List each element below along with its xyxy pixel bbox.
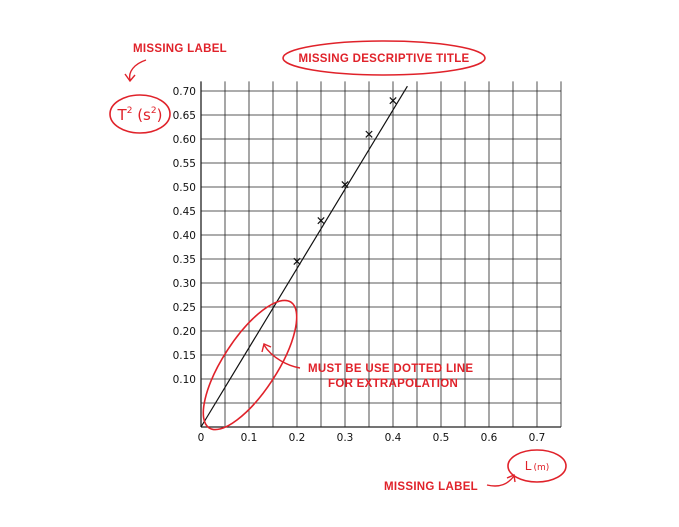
y-tick-label: 0.35 xyxy=(173,254,196,266)
y-tick-label: 0.20 xyxy=(173,326,196,338)
data-point-stroke xyxy=(365,130,373,138)
x-label-arrow-head xyxy=(506,473,516,483)
missing-title-note: MISSING DESCRIPTIVE TITLE xyxy=(298,53,469,65)
x-tick-label: 0.4 xyxy=(385,432,402,444)
extrapolation-note-line1: MUST BE USE DOTTED LINE xyxy=(308,363,473,375)
extrapolation-annotation: MUST BE USE DOTTED LINE FOR EXTRAPOLATIO… xyxy=(202,299,473,431)
best-fit-line xyxy=(200,85,408,428)
data-point-stroke xyxy=(389,96,397,105)
x-tick-label: 0.6 xyxy=(481,432,498,444)
y-tick-label: 0.65 xyxy=(173,110,196,122)
extrapolation-arrow-head xyxy=(261,343,272,353)
extrapolation-arrow xyxy=(263,344,301,369)
x-tick-label: 0.7 xyxy=(529,432,546,444)
y-tick-label: 0.45 xyxy=(173,206,196,218)
data-point-marker xyxy=(317,216,325,225)
y-label-arrow-head xyxy=(124,73,136,83)
y-axis-label-suggestion: T2 (s2) xyxy=(117,106,163,124)
x-label-annotation: L (m) MISSING LABEL xyxy=(384,449,567,493)
extrapolation-ellipse xyxy=(202,299,298,431)
x-axis-label-suggestion: L (m) xyxy=(525,459,549,473)
y-label-end: ) xyxy=(157,106,163,124)
data-point-marker xyxy=(365,130,373,138)
y-label-mid: (s xyxy=(132,106,151,124)
data-points xyxy=(293,96,397,266)
x-label-unit: (m) xyxy=(533,463,549,473)
data-point-marker xyxy=(341,180,349,189)
data-point-marker xyxy=(293,257,301,266)
y-tick-label: 0.15 xyxy=(173,350,196,362)
y-label-annotation: MISSING LABEL T2 (s2) xyxy=(109,43,227,134)
x-label-base: L xyxy=(525,459,532,473)
x-tick-label: 0.3 xyxy=(337,432,354,444)
extrapolation-note-line2: FOR EXTRAPOLATION xyxy=(328,378,458,390)
data-point-marker xyxy=(389,96,397,105)
missing-y-label-note: MISSING LABEL xyxy=(133,43,227,55)
y-tick-label: 0.10 xyxy=(173,374,196,386)
y-tick-label: 0.25 xyxy=(173,302,196,314)
y-tick-label: 0.40 xyxy=(173,230,196,242)
data-point-stroke xyxy=(341,180,349,189)
y-tick-label: 0.55 xyxy=(173,158,196,170)
y-tick-label: 0.30 xyxy=(173,278,196,290)
y-tick-label: 0.60 xyxy=(173,134,196,146)
grid xyxy=(200,81,562,428)
x-tick-label: 0.1 xyxy=(241,432,258,444)
x-tick-label: 0.5 xyxy=(433,432,450,444)
y-label-sup2: 2 xyxy=(151,106,157,116)
y-label-ellipse xyxy=(109,94,171,134)
x-label-arrow xyxy=(486,475,515,487)
data-point-stroke xyxy=(317,216,325,225)
y-label-sup1: 2 xyxy=(127,106,133,116)
x-tick-label: 0.2 xyxy=(289,432,306,444)
x-label-ellipse xyxy=(507,449,567,483)
y-tick-label: 0.50 xyxy=(173,182,196,194)
y-label-base: T xyxy=(117,106,128,124)
tick-labels: 0 0.1 0.2 0.3 0.4 0.5 0.6 0.7 0.10 0.15 0.20 0.25 0.… xyxy=(173,86,546,444)
x-tick-label: 0 xyxy=(198,432,205,444)
missing-x-label-note: MISSING LABEL xyxy=(384,481,478,493)
data-point-stroke xyxy=(293,257,301,266)
title-annotation: MISSING DESCRIPTIVE TITLE xyxy=(282,40,486,76)
y-tick-label: 0.70 xyxy=(173,86,196,98)
title-ellipse xyxy=(282,40,486,76)
y-label-arrow xyxy=(128,59,147,81)
best-fit-line-group xyxy=(200,85,408,428)
